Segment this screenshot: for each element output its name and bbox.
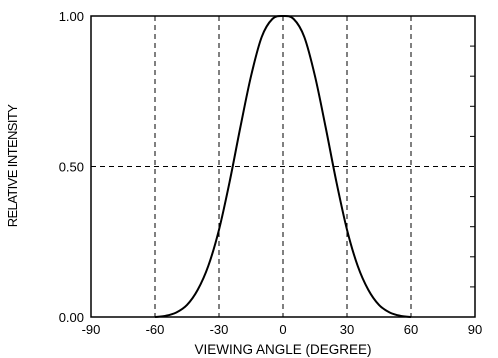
- x-tick-label: 90: [468, 322, 482, 337]
- plot-frame: [90, 15, 476, 318]
- x-axis-label: VIEWING ANGLE (DEGREE): [194, 342, 371, 357]
- y-axis-label: RELATIVE INTENSITY: [5, 104, 20, 228]
- x-tick-label: -90: [82, 322, 101, 337]
- x-tick-labels: -90 -60 -30 0 30 60 90: [82, 322, 483, 337]
- x-tick-label: 0: [279, 322, 286, 337]
- grid-lines: [91, 16, 475, 317]
- minor-ticks: [470, 45, 475, 288]
- y-axis-title: RELATIVE INTENSITY: [5, 104, 20, 228]
- y-tick-label: 1.00: [59, 9, 84, 24]
- x-tick-label: 60: [404, 322, 418, 337]
- x-tick-label: 30: [340, 322, 354, 337]
- x-tick-label: -30: [210, 322, 229, 337]
- y-tick-label: 0.50: [59, 160, 84, 175]
- y-tick-label: 0.00: [59, 310, 84, 325]
- x-tick-label: -60: [146, 322, 165, 337]
- y-tick-labels: 0.00 0.50 1.00: [59, 9, 84, 325]
